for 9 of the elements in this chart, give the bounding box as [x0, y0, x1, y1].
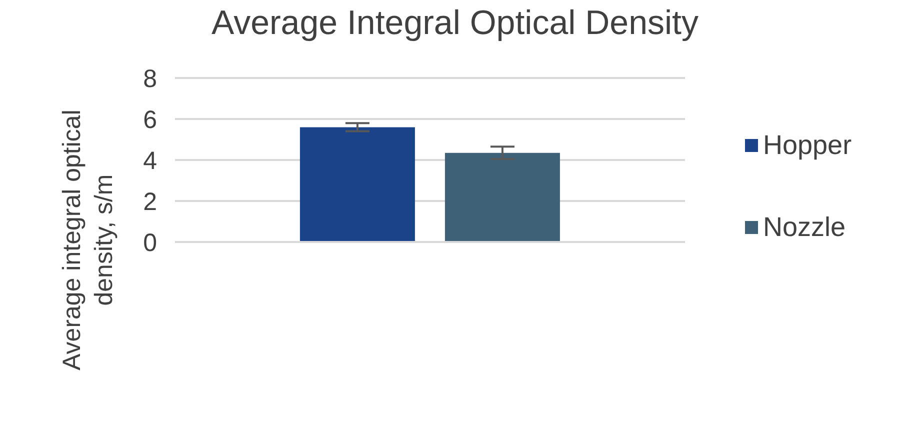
- legend-label: Nozzle: [763, 212, 846, 242]
- y-axis-title: Average integral optical density, s/m: [57, 108, 119, 372]
- y-tick-label: 4: [143, 146, 158, 175]
- chart-title: Average Integral Optical Density: [210, 4, 700, 43]
- y-tick-label: 2: [143, 188, 157, 216]
- legend-label: Hopper: [763, 130, 852, 160]
- y-tick-label: 6: [143, 106, 157, 134]
- y-tick-label: 0: [143, 228, 157, 257]
- y-tick-label: 8: [143, 64, 157, 93]
